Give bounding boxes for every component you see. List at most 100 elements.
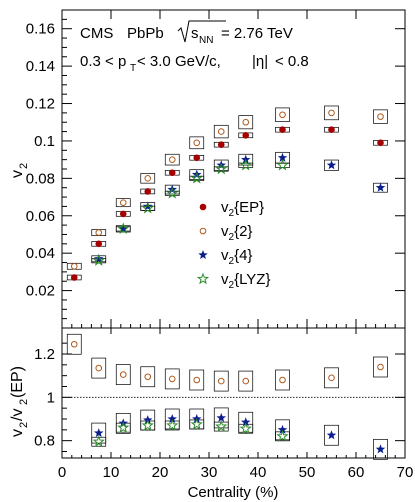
ratio-pointv2-2--v2-ep- bbox=[144, 373, 152, 381]
point-v2ep bbox=[242, 132, 250, 139]
top-y-tick-label: 0.16 bbox=[26, 21, 55, 38]
top-y-axis-label: v 2 bbox=[9, 163, 30, 178]
svg-text:2: 2 bbox=[18, 399, 30, 405]
legend-label: v2{4} bbox=[221, 247, 252, 267]
ratio-pointv2-lyz--v2-ep- bbox=[276, 429, 289, 442]
svg-text:v: v bbox=[9, 429, 26, 437]
point-v2lyz bbox=[166, 186, 179, 199]
ratio-sys-boxv2-4--v2-ep- bbox=[164, 408, 180, 430]
x-axis-label: Centrality (%) bbox=[188, 484, 279, 501]
point-v2lyz bbox=[239, 158, 252, 171]
point-v24 bbox=[93, 253, 104, 263]
point-v2ep bbox=[279, 126, 286, 134]
point-v22 bbox=[119, 199, 127, 206]
sys-box-v22 bbox=[140, 173, 156, 184]
point-v22 bbox=[217, 128, 225, 135]
point-v22 bbox=[242, 118, 250, 126]
bottom-data-marks bbox=[66, 333, 388, 460]
point-v22 bbox=[328, 109, 335, 117]
ratio-sys-boxv2-2--v2-ep- bbox=[140, 366, 156, 388]
point-v24 bbox=[277, 152, 288, 162]
sys-box-v22 bbox=[275, 107, 290, 122]
ratio-pointv2-lyz--v2-ep- bbox=[166, 419, 179, 431]
point-v22 bbox=[168, 156, 176, 163]
ratio-pointv2-4--v2-ep- bbox=[375, 444, 386, 454]
ratio-sys-boxv2-2--v2-ep- bbox=[91, 357, 107, 379]
point-v22 bbox=[95, 229, 103, 236]
sys-box-v24 bbox=[324, 159, 339, 171]
bottom-axes: 0 10 20 30 40 50 60 70 0.8 1 1.2 bbox=[34, 328, 413, 481]
sys-box-v22 bbox=[238, 115, 254, 130]
point-v22 bbox=[377, 113, 384, 120]
ratio-pointv2-lyz--v2-ep- bbox=[141, 419, 154, 431]
top-y-tick-label: 0.12 bbox=[26, 96, 55, 113]
x-tick-label: 20 bbox=[152, 464, 169, 481]
ratio-pointv2-lyz--v2-ep- bbox=[92, 435, 105, 447]
sqrt-sign bbox=[177, 20, 226, 43]
ratio-pointv2-2--v2-ep- bbox=[168, 375, 176, 383]
ratio-pointv2-2--v2-ep- bbox=[242, 377, 250, 385]
ratio-pointv2-2--v2-ep- bbox=[119, 371, 127, 378]
svg-text:/v: /v bbox=[9, 409, 26, 421]
x-tick-label: 60 bbox=[348, 464, 365, 481]
ratio-sys-boxv2-4--v2-ep- bbox=[91, 422, 107, 444]
ratio-sys-boxv2-2--v2-ep- bbox=[189, 369, 205, 391]
ratio-pointv2-4--v2-ep- bbox=[216, 412, 227, 422]
ratio-sys-boxv2-2--v2-ep- bbox=[324, 367, 339, 389]
bottom-y-axis-label: v 2 /v 2 (EP) bbox=[9, 366, 30, 437]
ratio-pointv2-4--v2-ep- bbox=[240, 417, 251, 427]
point-v2ep bbox=[95, 240, 103, 248]
top-y-tick-label: 0.02 bbox=[26, 283, 55, 300]
point-v24 bbox=[375, 182, 386, 192]
ratio-pointv2-2--v2-ep- bbox=[95, 364, 103, 372]
ratio-sys-boxv2-2--v2-ep- bbox=[164, 368, 180, 390]
top-y-tick-label: 0.1 bbox=[34, 133, 55, 150]
cuts-eta-label: < 0.8 bbox=[275, 53, 309, 70]
collaboration-label: CMS bbox=[80, 25, 113, 42]
point-v2ep bbox=[217, 141, 225, 148]
x-tick-label: 70 bbox=[397, 464, 414, 481]
ratio-pointv2-4--v2-ep- bbox=[167, 414, 178, 424]
ratio-pointv2-2--v2-ep- bbox=[377, 363, 384, 371]
point-v2lyz bbox=[117, 222, 130, 235]
point-v24 bbox=[118, 223, 129, 233]
x-tick-label: 10 bbox=[103, 464, 120, 481]
top-y-tick-label: 0.04 bbox=[26, 245, 55, 262]
energy-annotation: s NN = 2.76 TeV bbox=[177, 20, 293, 46]
ratio-pointv2-2--v2-ep- bbox=[279, 376, 286, 384]
top-axes: 0.02 0.04 0.06 0.08 0.1 0.12 0.14 0.16 bbox=[26, 10, 406, 328]
legend-marker bbox=[196, 272, 210, 285]
sys-box-v24 bbox=[238, 153, 254, 166]
svg-text:v: v bbox=[9, 170, 26, 178]
legend-label: v2{EP} bbox=[221, 199, 264, 219]
point-v2ep bbox=[193, 154, 201, 162]
x-tick-label: 50 bbox=[299, 464, 316, 481]
x-tick-label: 30 bbox=[201, 464, 218, 481]
cuts-annotation: 0.3 < p T < 3.0 GeV/c, |η| < 0.8 bbox=[80, 53, 309, 74]
ratio-pointv2-4--v2-ep- bbox=[277, 424, 288, 434]
point-v2ep bbox=[377, 139, 384, 147]
ratio-sys-boxv2-4--v2-ep- bbox=[275, 419, 290, 441]
ratio-sys-boxv2-2--v2-ep- bbox=[275, 369, 290, 391]
svg-text:s: s bbox=[191, 25, 199, 42]
x-tick-label: 40 bbox=[250, 464, 267, 481]
ratio-pointv2-4--v2-ep- bbox=[93, 428, 104, 438]
x-tick-label: 0 bbox=[58, 464, 66, 481]
ratio-sys-boxv2-2--v2-ep- bbox=[66, 333, 82, 355]
ratio-pointv2-2--v2-ep- bbox=[70, 340, 78, 348]
bottom-y-tick-label: 0.8 bbox=[34, 433, 55, 450]
legend-marker bbox=[199, 227, 207, 235]
ratio-pointv2-lyz--v2-ep- bbox=[117, 421, 130, 433]
point-v2lyz bbox=[92, 254, 105, 266]
svg-text:|η|: |η| bbox=[252, 53, 268, 70]
point-v2lyz bbox=[141, 201, 154, 214]
point-v2ep bbox=[328, 126, 335, 134]
sys-box-v22 bbox=[373, 109, 388, 124]
sys-box-v22 bbox=[189, 136, 205, 150]
point-v2lyz bbox=[215, 162, 228, 175]
top-y-tick-label: 0.14 bbox=[26, 58, 55, 75]
svg-text:2: 2 bbox=[18, 422, 30, 428]
point-v24 bbox=[142, 201, 153, 211]
cuts-pt-label: 0.3 < p bbox=[80, 53, 126, 70]
